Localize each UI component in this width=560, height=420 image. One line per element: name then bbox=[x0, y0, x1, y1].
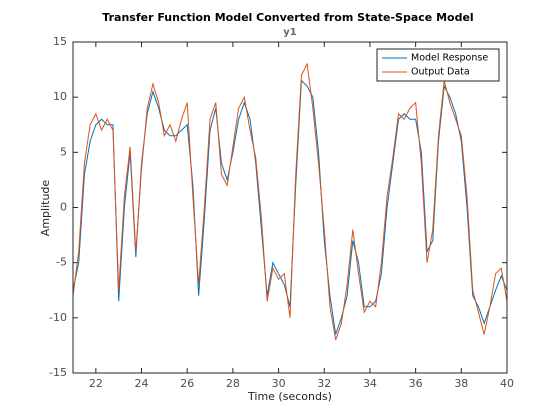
x-axis-label: Time (seconds) bbox=[247, 390, 332, 403]
data-line bbox=[72, 62, 508, 341]
x-tick-label: 40 bbox=[500, 377, 514, 390]
x-tick-label: 28 bbox=[226, 377, 240, 390]
x-tick-label: 30 bbox=[272, 377, 286, 390]
legend-label: Model Response bbox=[411, 53, 488, 64]
x-tick-label: 26 bbox=[180, 377, 194, 390]
y-tick-label: -15 bbox=[49, 366, 67, 379]
y-tick-label: -5 bbox=[56, 256, 67, 269]
chart-title: Transfer Function Model Converted from S… bbox=[102, 11, 473, 24]
x-tick-label: 38 bbox=[454, 377, 468, 390]
x-tick-label: 22 bbox=[89, 377, 103, 390]
x-tick-label: 32 bbox=[317, 377, 331, 390]
x-tick-label: 36 bbox=[409, 377, 423, 390]
y-tick-label: 10 bbox=[53, 90, 67, 103]
legend-box bbox=[376, 48, 500, 82]
x-tick-label: 34 bbox=[363, 377, 377, 390]
y-tick-label: 15 bbox=[53, 35, 67, 48]
y-tick-label: -10 bbox=[49, 311, 67, 324]
axes-box bbox=[72, 41, 508, 374]
y-tick-label: 5 bbox=[60, 145, 67, 158]
y-axis-label: Amplitude bbox=[39, 180, 52, 237]
y-tick-label: 0 bbox=[60, 201, 67, 214]
legend-label: Output Data bbox=[411, 67, 470, 78]
x-tick-label: 24 bbox=[135, 377, 149, 390]
chart-subtitle: y1 bbox=[283, 27, 297, 38]
